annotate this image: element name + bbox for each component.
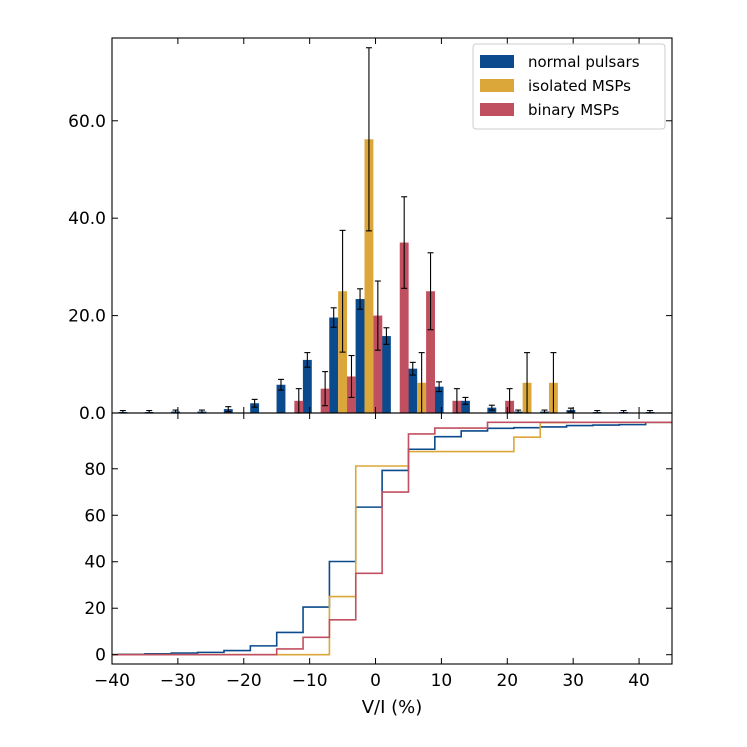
errorbar-binary-msps-9 <box>374 280 381 351</box>
histogram-ticks: 0.0 20.0 40.0 60.0 <box>68 38 672 424</box>
top-ytick-label-3: 60.0 <box>68 112 106 132</box>
bottom-xtick-label-1: −30 <box>160 671 196 691</box>
errorbar-normal-pulsars-5 <box>251 398 258 408</box>
errorbar-normal-pulsars-13 <box>462 396 469 405</box>
legend-swatch-isolated-msps <box>480 79 514 92</box>
errorbar-binary-msps-7 <box>322 371 329 407</box>
bar-normal-pulsars-10 <box>381 336 391 413</box>
cumulative-line-binary-msps <box>112 421 672 656</box>
errorbar-binary-msps-11 <box>427 252 434 331</box>
bottom-xtick-label-3: −10 <box>292 671 328 691</box>
errorbar-normal-pulsars-7 <box>304 352 311 368</box>
errorbar-normal-pulsars-14 <box>488 404 495 411</box>
bottom-xtick-label-6: 20 <box>496 671 518 691</box>
errorbar-normal-pulsars-4 <box>225 406 232 413</box>
bottom-ytick-label-4: 80 <box>84 460 106 480</box>
legend-box <box>472 43 666 130</box>
bar-normal-pulsars-13 <box>461 400 470 413</box>
cumulative-panel: 0 20 40 60 80 −40 −30 −20 −10 0 10 20 30 40 <box>84 412 673 691</box>
bottom-xtick-label-0: −40 <box>94 671 130 691</box>
legend-swatch-normal-pulsars <box>480 55 514 68</box>
bar-normal-pulsars-8 <box>329 317 339 413</box>
top-ytick-label-1: 20.0 <box>68 307 106 327</box>
errorbar-normal-pulsars-9 <box>357 288 364 310</box>
legend: normal pulsars isolated MSPs binary MSPs <box>472 43 666 130</box>
bar-normal-pulsars-7 <box>302 359 312 413</box>
bar-normal-pulsars-12 <box>434 386 444 413</box>
legend-label-normal-pulsars: normal pulsars <box>528 53 640 71</box>
bottom-xtick-label-7: 30 <box>562 671 584 691</box>
errorbar-normal-pulsars-8 <box>330 307 337 328</box>
bar-isolated-msps-9 <box>364 139 374 413</box>
cumulative-lines <box>112 421 672 656</box>
bar-normal-pulsars-5 <box>250 403 260 413</box>
errorbar-normal-pulsars-10 <box>383 327 390 345</box>
bar-normal-pulsars-11 <box>408 368 418 413</box>
bottom-ytick-label-1: 20 <box>84 599 106 619</box>
top-ytick-label-2: 40.0 <box>68 209 106 229</box>
bottom-xtick-label-2: −20 <box>226 671 262 691</box>
bar-binary-msps-11 <box>426 291 435 413</box>
bar-normal-pulsars-6 <box>276 384 286 413</box>
errorbar-isolated-msps-9 <box>365 47 372 232</box>
bottom-xtick-label-5: 10 <box>431 671 453 691</box>
cumulative-line-normal-pulsars <box>112 421 672 656</box>
errorbar-normal-pulsars-11 <box>409 361 416 376</box>
errorbar-isolated-msps-8 <box>339 229 346 353</box>
legend-label-isolated-msps: isolated MSPs <box>528 77 631 95</box>
bar-normal-pulsars-9 <box>355 299 365 413</box>
bottom-xtick-label-8: 40 <box>628 671 650 691</box>
bar-binary-msps-10 <box>399 242 409 413</box>
bottom-ytick-label-3: 60 <box>84 506 106 526</box>
bottom-ytick-label-2: 40 <box>84 553 106 573</box>
errorbar-normal-pulsars-6 <box>277 378 284 391</box>
errorbar-normal-pulsars-12 <box>436 381 443 393</box>
bottom-xtick-label-4: 0 <box>370 671 381 691</box>
cumulative-ticks: 0 20 40 60 80 −40 −30 −20 −10 0 10 20 30 40 <box>84 413 672 691</box>
x-axis-label: V/I (%) <box>362 697 423 718</box>
histogram-panel: 0.0 20.0 40.0 60.0 <box>68 37 673 424</box>
top-ytick-label-0: 0.0 <box>79 404 106 424</box>
errorbar-binary-msps-10 <box>401 196 408 289</box>
legend-label-binary-msps: binary MSPs <box>528 101 619 119</box>
cumulative-frame <box>111 412 673 665</box>
legend-swatch-binary-msps <box>480 103 514 116</box>
errorbar-binary-msps-8 <box>348 354 355 398</box>
bottom-ytick-label-0: 0 <box>95 646 106 666</box>
bar-binary-msps-9 <box>373 315 383 413</box>
